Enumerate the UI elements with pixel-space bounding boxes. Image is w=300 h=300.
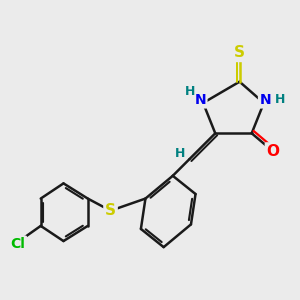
Text: S: S [105, 203, 116, 218]
Text: H: H [274, 93, 285, 106]
Text: H: H [175, 146, 185, 160]
Text: H: H [185, 85, 196, 98]
Text: N: N [194, 93, 206, 107]
Text: N: N [260, 93, 271, 107]
Text: O: O [266, 144, 279, 159]
Text: Cl: Cl [11, 237, 26, 251]
Text: S: S [234, 45, 245, 60]
